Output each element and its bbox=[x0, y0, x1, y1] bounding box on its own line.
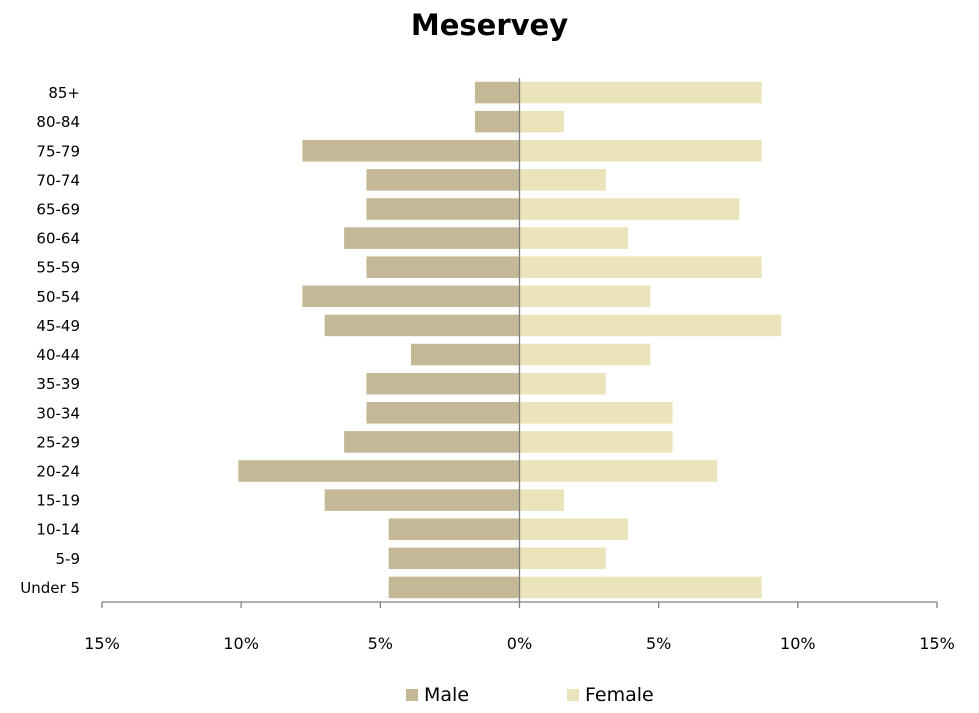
bar-female-85plus bbox=[519, 81, 762, 104]
bar-female-70-74 bbox=[519, 169, 606, 191]
legend-item-male: Male bbox=[406, 684, 469, 706]
bar-female-15-19 bbox=[519, 489, 565, 511]
bar-male-65-69 bbox=[366, 198, 520, 220]
legend-swatch-male bbox=[406, 689, 418, 701]
bar-female-20-24 bbox=[519, 460, 718, 482]
bar-female-55-59 bbox=[519, 256, 762, 278]
bar-male-80-84 bbox=[474, 110, 520, 133]
bar-female-60-64 bbox=[519, 227, 629, 249]
x-tick-label: 10% bbox=[223, 634, 259, 653]
bar-female-30-34 bbox=[519, 402, 673, 424]
bar-male-25-29 bbox=[344, 431, 520, 453]
category-label: 65-69 bbox=[36, 201, 80, 219]
legend-item-female: Female bbox=[567, 684, 654, 706]
category-label: 85+ bbox=[48, 84, 80, 102]
bar-male-5-9 bbox=[388, 547, 520, 570]
bar-female-50-54 bbox=[519, 285, 651, 308]
bar-male-15-19 bbox=[324, 489, 520, 511]
legend: Male Female bbox=[0, 684, 979, 708]
category-label: 35-39 bbox=[36, 375, 80, 393]
category-label: 20-24 bbox=[36, 463, 80, 481]
x-tick-label: 5% bbox=[368, 634, 393, 653]
legend-label-male: Male bbox=[424, 684, 470, 706]
category-label: 80-84 bbox=[36, 113, 80, 131]
bar-female-45-49 bbox=[519, 314, 782, 337]
category-label: 5-9 bbox=[56, 550, 81, 568]
bar-male-55-59 bbox=[366, 256, 520, 278]
bar-male-under-5 bbox=[388, 576, 520, 599]
bar-male-30-34 bbox=[366, 402, 520, 424]
category-label: 75-79 bbox=[36, 142, 80, 160]
category-label: 40-44 bbox=[36, 346, 80, 364]
legend-label-female: Female bbox=[585, 684, 654, 706]
category-label: 50-54 bbox=[36, 288, 80, 306]
bar-male-45-49 bbox=[324, 314, 520, 337]
category-label: 55-59 bbox=[36, 259, 80, 277]
x-tick-label: 0% bbox=[507, 634, 532, 653]
category-label: 25-29 bbox=[36, 433, 80, 451]
bar-male-50-54 bbox=[302, 285, 520, 308]
bar-male-35-39 bbox=[366, 372, 520, 395]
x-tick-label: 15% bbox=[919, 634, 955, 653]
bar-male-70-74 bbox=[366, 169, 520, 191]
category-label: 15-19 bbox=[36, 492, 80, 510]
bar-male-85plus bbox=[474, 81, 520, 104]
bar-female-40-44 bbox=[519, 343, 651, 366]
x-tick-label: 15% bbox=[84, 634, 120, 653]
bar-male-75-79 bbox=[302, 140, 520, 162]
bar-female-under-5 bbox=[519, 576, 762, 599]
bar-female-65-69 bbox=[519, 198, 740, 220]
bar-female-75-79 bbox=[519, 140, 762, 162]
bar-male-20-24 bbox=[238, 460, 520, 482]
bar-female-25-29 bbox=[519, 431, 673, 453]
category-label: 60-64 bbox=[36, 230, 80, 248]
category-label: Under 5 bbox=[20, 579, 80, 597]
category-label: 45-49 bbox=[36, 317, 80, 335]
chart-title: Meservey bbox=[410, 8, 569, 42]
bar-male-40-44 bbox=[410, 343, 520, 366]
category-label: 10-14 bbox=[36, 521, 80, 539]
category-label: 70-74 bbox=[36, 171, 80, 189]
bar-female-35-39 bbox=[519, 372, 606, 395]
category-label: 30-34 bbox=[36, 404, 80, 422]
legend-swatch-female bbox=[567, 689, 579, 701]
bar-male-60-64 bbox=[344, 227, 520, 249]
bar-male-10-14 bbox=[388, 518, 520, 540]
bar-female-5-9 bbox=[519, 547, 606, 570]
bar-female-80-84 bbox=[519, 110, 565, 133]
x-tick-label: 5% bbox=[646, 634, 671, 653]
bar-female-10-14 bbox=[519, 518, 629, 540]
x-tick-label: 10% bbox=[780, 634, 816, 653]
